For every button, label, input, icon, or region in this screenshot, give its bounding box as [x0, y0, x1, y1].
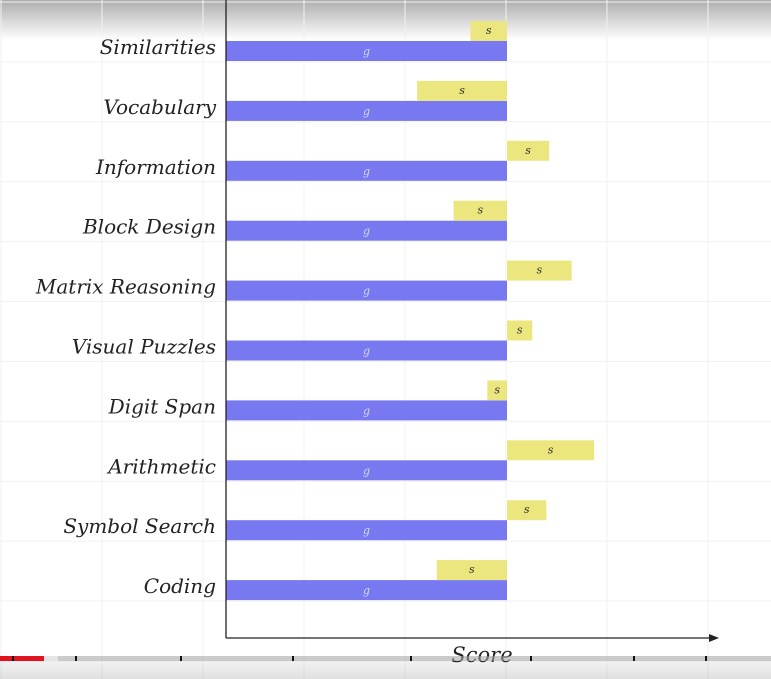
category-label: Visual Puzzles	[72, 335, 216, 359]
g-bar-label: g	[363, 404, 370, 417]
s-bar	[470, 21, 507, 41]
category-label: Coding	[144, 574, 216, 598]
category-label: Vocabulary	[103, 95, 216, 119]
category-label: Arithmetic	[106, 454, 216, 478]
g-bar	[226, 520, 507, 541]
video-buffered-bar	[43, 656, 58, 661]
g-bar-label: g	[363, 105, 370, 118]
s-bar	[417, 80, 507, 101]
g-bar	[226, 220, 507, 241]
category-label: Symbol Search	[63, 514, 216, 538]
s-bar-label: s	[548, 443, 554, 456]
video-bottom-shade	[0, 661, 771, 679]
g-bar	[226, 280, 507, 301]
g-bar-label: g	[363, 285, 370, 298]
chapter-divider	[75, 656, 77, 661]
g-bar	[226, 400, 507, 421]
s-bar-label: s	[459, 84, 465, 97]
g-bar-label: g	[363, 165, 370, 178]
s-bar-label: s	[525, 144, 531, 157]
g-bar-label: g	[363, 45, 370, 58]
chapter-divider	[410, 656, 412, 661]
g-bar	[226, 41, 507, 61]
chapter-divider	[530, 656, 532, 661]
x-axis-title: Score	[451, 643, 512, 667]
chapter-divider	[292, 656, 294, 661]
s-bar-label: s	[524, 503, 530, 516]
s-bar	[507, 320, 533, 341]
chapter-divider	[12, 656, 14, 661]
s-bar	[507, 500, 547, 521]
chapter-divider	[705, 656, 707, 661]
s-bar	[436, 560, 507, 581]
video-progress-bar[interactable]	[0, 656, 771, 661]
s-bar-label: s	[469, 563, 475, 576]
g-bar	[226, 100, 507, 121]
s-bar-label: s	[477, 204, 483, 217]
s-bar	[507, 260, 572, 281]
g-bar-label: g	[363, 524, 370, 537]
g-bar-label: g	[363, 345, 370, 358]
category-label: Information	[95, 155, 216, 179]
g-bar-label: g	[363, 225, 370, 238]
g-bar	[226, 160, 507, 181]
s-bar-label: s	[494, 383, 500, 396]
g-bar	[226, 580, 507, 601]
g-bar	[226, 460, 507, 481]
s-bar	[507, 440, 595, 461]
chapter-divider	[180, 656, 182, 661]
s-bar-label: s	[536, 264, 542, 277]
s-bar-label: s	[517, 324, 523, 337]
category-label: Digit Span	[108, 394, 216, 418]
x-axis-arrow	[709, 634, 719, 642]
category-label: Similarities	[100, 35, 216, 59]
s-bar	[453, 200, 507, 221]
g-bar-label: g	[363, 584, 370, 597]
category-label: Block Design	[82, 215, 216, 239]
s-bar	[487, 380, 507, 401]
g-bar	[226, 340, 507, 361]
g-bar-label: g	[363, 464, 370, 477]
s-bar-label: s	[486, 24, 492, 37]
video-played-bar	[0, 656, 44, 661]
category-label: Matrix Reasoning	[35, 275, 216, 299]
s-bar	[507, 140, 550, 161]
chapter-divider	[633, 656, 635, 661]
